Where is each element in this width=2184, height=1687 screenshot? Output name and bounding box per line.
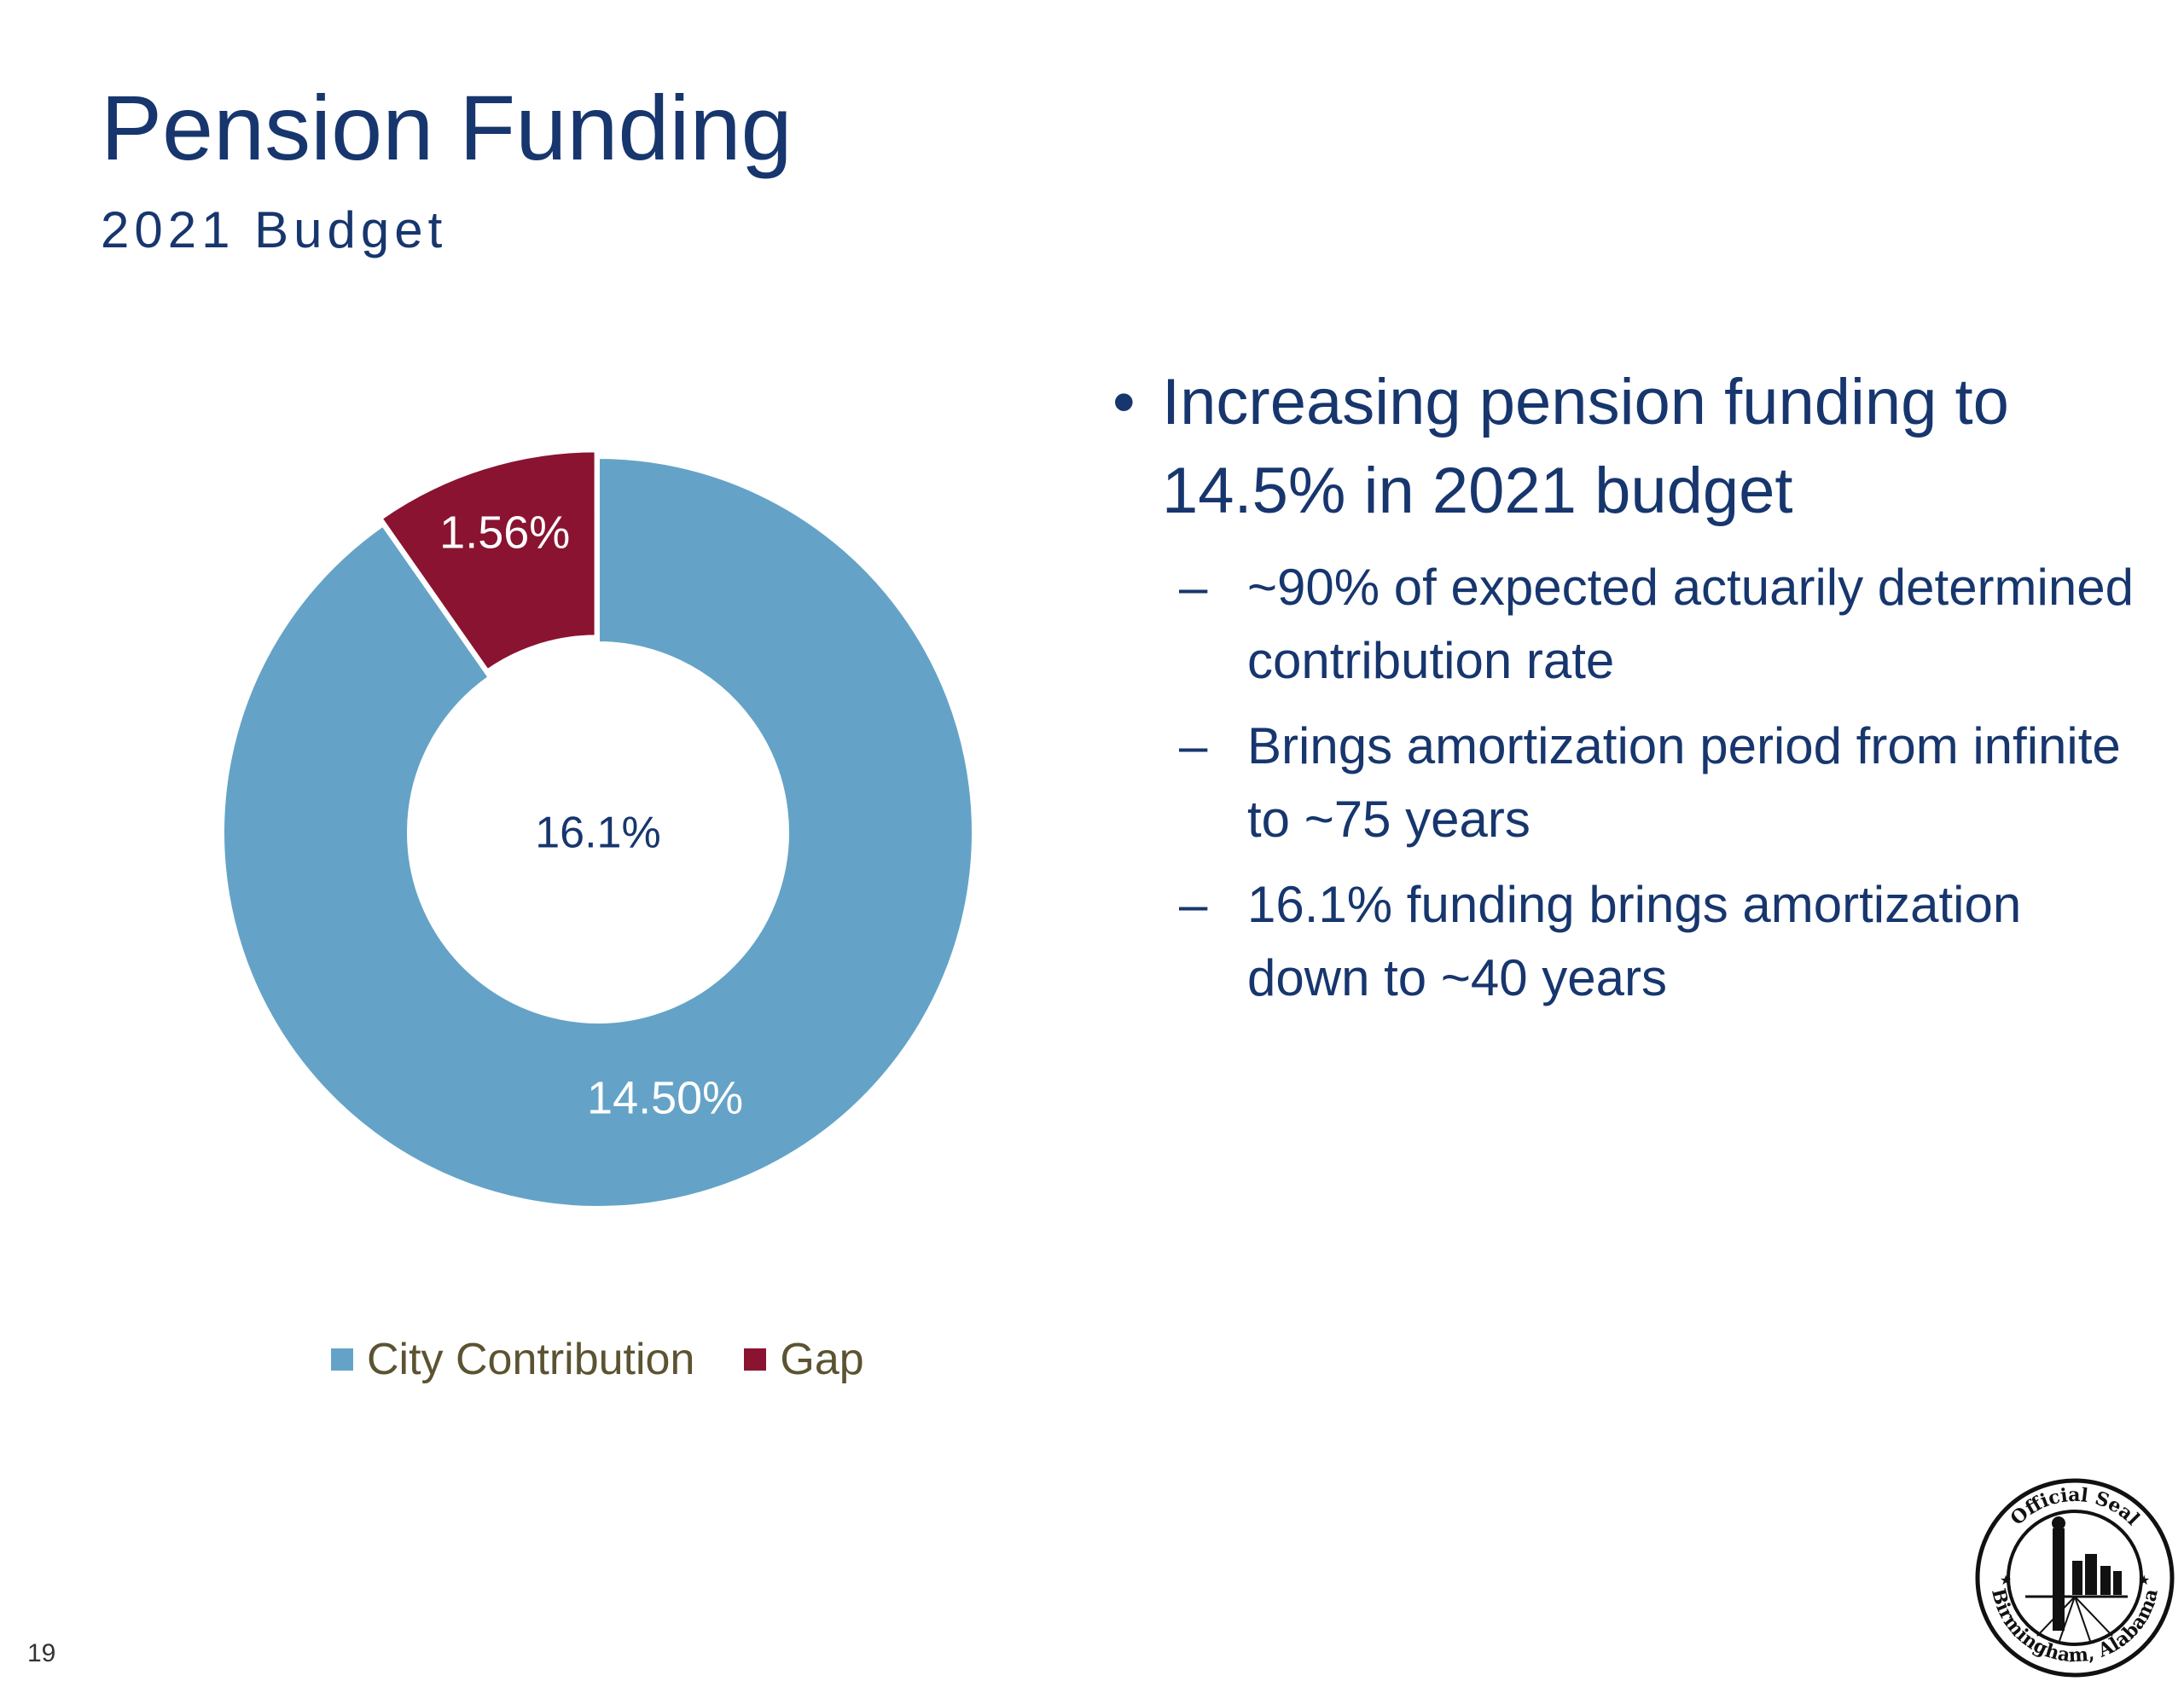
slide-title: Pension Funding	[101, 76, 793, 179]
dash-icon: –	[1179, 559, 1208, 616]
legend-swatch-city-contribution	[331, 1348, 353, 1371]
chart-data-labels: 14.50% 1.56%	[439, 507, 743, 1123]
sub-bullet-text: 16.1% funding brings amortization down t…	[1247, 876, 2022, 1006]
slide-subtitle: 2021 Budget	[101, 201, 448, 258]
sub-bullet-list: – ~90% of expected actuarily determined …	[1101, 551, 2150, 1015]
legend-label-city-contribution: City Contribution	[367, 1335, 695, 1384]
slice-gap	[378, 449, 598, 674]
seal-star-icon: ★	[2000, 1574, 2012, 1588]
data-label-city-contribution: 14.50%	[587, 1073, 743, 1124]
bullet-main-text: Increasing pension funding to 14.5% in 2…	[1162, 366, 2009, 527]
chart-center-label: 16.1%	[535, 809, 660, 858]
bullet-list: • Increasing pension funding to 14.5% in…	[1101, 358, 2150, 1027]
sub-bullet-text: Brings amortization period from infinite…	[1247, 717, 2121, 848]
sub-bullet-item: – 16.1% funding brings amortization down…	[1101, 868, 2150, 1015]
data-label-gap: 1.56%	[439, 507, 570, 558]
seal-star-icon: ★	[2138, 1574, 2150, 1588]
sub-bullet-item: – ~90% of expected actuarily determined …	[1101, 551, 2150, 698]
bullet-main: • Increasing pension funding to 14.5% in…	[1101, 358, 2150, 536]
legend-label-gap: Gap	[780, 1335, 864, 1384]
page-number: 19	[27, 1639, 56, 1667]
bullet-dot-icon: •	[1112, 366, 1136, 438]
sub-bullet-item: – Brings amortization period from infini…	[1101, 710, 2150, 856]
chart-legend: City Contribution Gap	[331, 1334, 914, 1385]
slice-city-contribution	[221, 455, 975, 1209]
legend-item-gap: Gap	[744, 1334, 864, 1385]
dash-icon: –	[1179, 717, 1208, 774]
seal-skyline-icon	[2025, 1516, 2128, 1642]
legend-swatch-gap	[744, 1348, 767, 1371]
legend-item-city-contribution: City Contribution	[331, 1334, 694, 1385]
dash-icon: –	[1179, 876, 1208, 933]
donut-chart: 14.50% 1.56% 16.1%	[221, 449, 975, 1209]
official-seal-logo: Official Seal Birmingham, Alabama ★ ★	[1975, 1478, 2175, 1678]
sub-bullet-text: ~90% of expected actuarily determined co…	[1247, 559, 2134, 689]
chart-slices	[221, 449, 975, 1209]
